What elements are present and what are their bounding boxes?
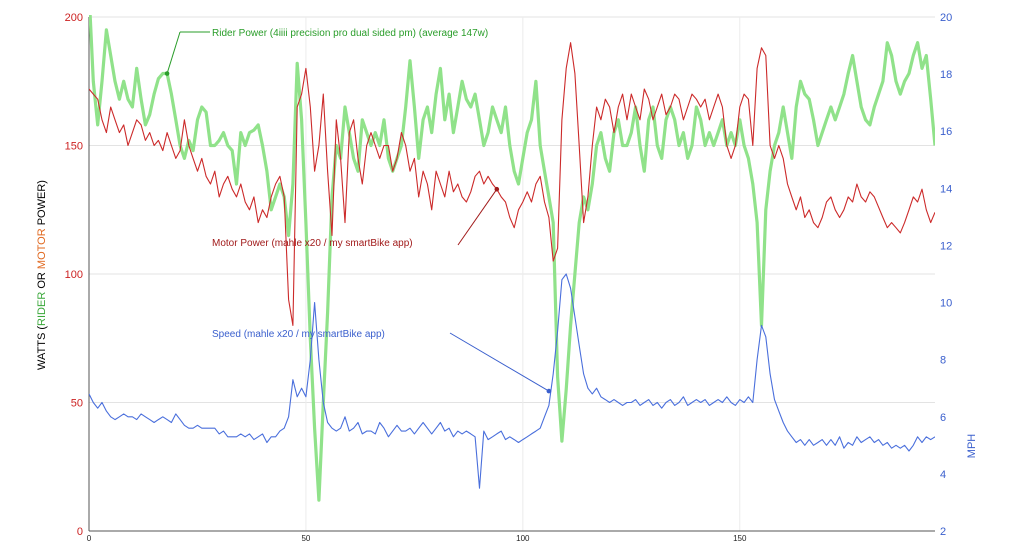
y-left-axis-title: WATTS (RIDER OR MOTOR POWER) [36, 180, 48, 370]
motor-annotation-dot [494, 186, 500, 192]
y-right-tick-label: 8 [940, 355, 946, 367]
axis-titles: WATTS (RIDER OR MOTOR POWER) MPH [36, 180, 978, 458]
rider-annotation-label: Rider Power (4iiii precision pro dual si… [212, 28, 488, 39]
motor-annotation-leader [457, 188, 498, 246]
y-right-tick-label: 2 [940, 526, 946, 538]
y-right-axis-title: MPH [966, 434, 978, 459]
y-right-tick-label: 18 [940, 69, 952, 81]
series-layer [89, 15, 935, 502]
x-tick-label: 150 [733, 534, 747, 543]
x-tick-label: 100 [516, 534, 530, 543]
rider-annotation-leader [166, 31, 181, 74]
y-right-tick-label: 10 [940, 298, 952, 310]
y-right-tick-label: 16 [940, 126, 952, 138]
annotations: Rider Power (4iiii precision pro dual si… [164, 28, 552, 394]
y-left-tick-label: 150 [65, 141, 83, 153]
motor-annotation-label: Motor Power (mahle x20 / my smartBike ap… [212, 238, 413, 249]
y-left-tick-label: 100 [65, 269, 83, 281]
rider-annotation-dot [164, 71, 170, 76]
y-right-tick-label: 4 [940, 469, 946, 481]
x-tick-label: 0 [87, 534, 92, 543]
y-left-title-part: OR [36, 269, 48, 292]
y-left-title-part: WATTS ( [36, 326, 48, 370]
y-left-tick-label: 50 [71, 398, 83, 410]
y-left-title-part: POWER) [36, 180, 48, 228]
speed-series-line [89, 273, 935, 489]
y-right-tick-label: 14 [940, 183, 952, 195]
rider-series-line [89, 15, 935, 502]
chart-grid [88, 16, 935, 532]
y-left-tick-label: 0 [77, 526, 83, 538]
speed-annotation-leader [449, 332, 550, 392]
speed-annotation-dot [546, 388, 552, 394]
y-right-tick-label: 6 [940, 412, 946, 424]
speed-annotation-label: Speed (mahle x20 / my smartBike app) [212, 329, 385, 340]
y-left-tick-label: 200 [65, 12, 83, 24]
motor-series-line [89, 42, 935, 326]
y-left-title-part: RIDER [36, 292, 48, 326]
y-right-tick-label: 20 [940, 12, 952, 24]
y-left-title-part: MOTOR [36, 228, 48, 269]
x-tick-label: 50 [301, 534, 310, 543]
y-right-tick-label: 12 [940, 240, 952, 252]
